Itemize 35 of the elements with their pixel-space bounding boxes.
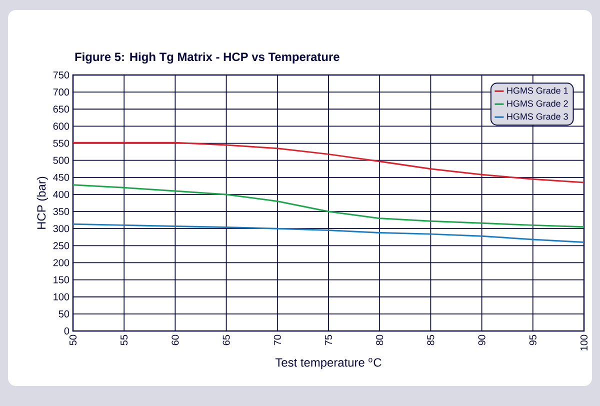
chart-title: Figure 5: High Tg Matrix - HCP vs Temperature bbox=[75, 52, 340, 64]
x-tick-label: 95 bbox=[529, 334, 536, 346]
y-tick-label: 750 bbox=[53, 71, 70, 79]
y-tick-label: 300 bbox=[53, 225, 70, 232]
y-tick-label: 550 bbox=[53, 140, 70, 147]
y-tick-label: 450 bbox=[53, 174, 70, 181]
y-tick-label: 100 bbox=[54, 293, 70, 300]
y-tick-label: 150 bbox=[54, 276, 70, 284]
y-tick-label: 0 bbox=[64, 327, 70, 335]
x-tick-label: 100 bbox=[580, 334, 588, 350]
x-tick-label: 90 bbox=[478, 334, 486, 346]
legend-label: HGMS Grade 3 bbox=[507, 113, 568, 120]
y-tick-label: 700 bbox=[53, 88, 70, 96]
y-tick-label: 200 bbox=[53, 259, 70, 266]
x-tick-label: 85 bbox=[427, 334, 434, 346]
y-tick-label: 250 bbox=[53, 242, 70, 250]
x-axis-title: Test temperature $^{o}$C bbox=[275, 358, 382, 370]
x-tick-label: 65 bbox=[222, 334, 230, 346]
y-tick-label: 650 bbox=[53, 106, 70, 113]
x-tick-label: 75 bbox=[325, 334, 332, 346]
x-tick-label: 55 bbox=[120, 334, 128, 346]
y-tick-label: 500 bbox=[53, 156, 70, 164]
y-tick-label: 600 bbox=[53, 122, 70, 130]
x-tick-label: 60 bbox=[172, 334, 179, 346]
x-tick-label: 70 bbox=[274, 334, 281, 346]
y-tick-label: 400 bbox=[53, 190, 70, 198]
y-tick-label: 50 bbox=[58, 310, 70, 318]
y-tick-label: 350 bbox=[53, 208, 70, 216]
line-series bbox=[73, 223, 584, 243]
legend-label: HGMS Grade 1 bbox=[507, 87, 568, 94]
x-tick-label: 80 bbox=[376, 334, 384, 346]
legend-label: HGMS Grade 2 bbox=[507, 100, 568, 107]
line-series bbox=[73, 184, 584, 228]
y-axis-title: HCP (bar) bbox=[36, 176, 48, 229]
x-tick-label: 50 bbox=[69, 334, 77, 346]
